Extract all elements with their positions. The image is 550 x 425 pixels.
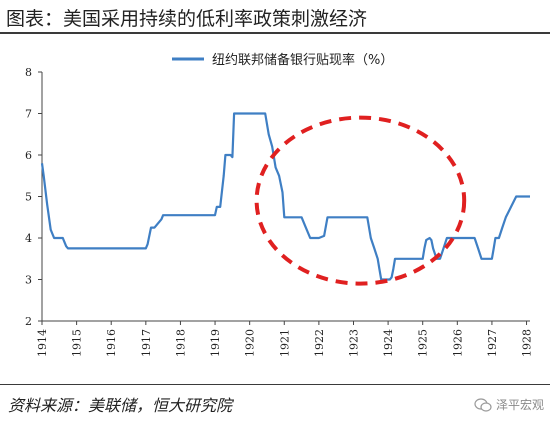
figure-title: 图表：美国采用持续的低利率政策刺激经济 xyxy=(6,8,368,30)
x-tick-label: 1928 xyxy=(521,329,534,357)
y-tick-label: 2 xyxy=(25,315,32,328)
series-line-discount-rate xyxy=(40,112,530,281)
x-axis: 1914 1915 1916 1917 1918 1919 1920 1921 1922 1923… xyxy=(36,321,534,357)
highlight-ellipse xyxy=(254,115,467,286)
x-tick-label: 1926 xyxy=(451,329,464,357)
axes xyxy=(41,72,530,322)
source-note: 资料来源：美联储，恒大研究院 xyxy=(8,396,233,415)
y-tick-label: 4 xyxy=(25,232,32,245)
x-tick-label: 1921 xyxy=(278,329,291,357)
y-tick-label: 8 xyxy=(25,66,32,79)
y-tick-label: 7 xyxy=(25,108,32,121)
y-axis: 2 3 4 5 6 7 8 xyxy=(25,66,42,328)
x-tick-label: 1923 xyxy=(347,329,360,357)
title-divider xyxy=(0,32,550,34)
x-tick-label: 1916 xyxy=(105,329,118,357)
x-tick-label: 1920 xyxy=(244,329,257,357)
x-tick-label: 1919 xyxy=(209,329,222,357)
watermark: 泽平宏观 xyxy=(474,396,544,413)
y-tick-label: 6 xyxy=(25,149,32,162)
wechat-icon xyxy=(474,397,492,412)
footer-divider xyxy=(0,384,550,385)
x-tick-label: 1922 xyxy=(313,329,326,357)
legend: 纽约联邦储备银行贴现率（%） xyxy=(172,52,393,68)
x-tick-label: 1917 xyxy=(140,329,153,357)
x-tick-label: 1924 xyxy=(382,329,395,357)
y-tick-label: 5 xyxy=(25,191,32,204)
x-tick-label: 1925 xyxy=(417,329,430,357)
x-tick-label: 1918 xyxy=(174,329,187,357)
x-tick-label: 1927 xyxy=(486,329,499,357)
x-tick-label: 1914 xyxy=(36,329,49,357)
watermark-text: 泽平宏观 xyxy=(495,398,544,412)
legend-label: 纽约联邦储备银行贴现率（%） xyxy=(212,52,393,68)
x-tick-label: 1915 xyxy=(71,329,84,357)
y-tick-label: 3 xyxy=(25,274,32,287)
